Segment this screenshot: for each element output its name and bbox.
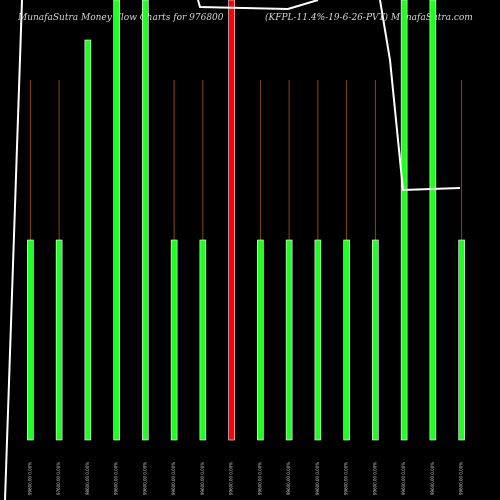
x-tick-label: 99600.00 0.00% [315, 462, 320, 495]
x-tick-label: 99600.00 0.00% [200, 462, 205, 495]
bar [458, 239, 465, 441]
x-tick-label: 99600.00 0.00% [459, 462, 464, 495]
x-tick-label: 99600.00 0.00% [344, 462, 349, 495]
flow-line [4, 0, 461, 500]
bar [199, 239, 207, 441]
chart-subtitle: (KFPL-11.4%-19-6-26-PVT) MunafaSutra.com [265, 12, 473, 23]
x-tick-label: 98600.00 0.00% [85, 462, 90, 495]
bar [314, 239, 322, 441]
bar [343, 239, 350, 441]
bar [113, 0, 120, 441]
x-tick-label: 97600.00 0.00% [56, 462, 61, 495]
x-tick-label: 99600.00 0.00% [257, 462, 262, 495]
x-tick-label: 99600.00 0.00% [142, 462, 147, 495]
x-tick-label: 99600.00 0.00% [171, 462, 176, 495]
bar [429, 0, 437, 441]
chart-title: MunafaSutra Money Flow Charts for 976800 [17, 13, 224, 23]
bar [228, 0, 235, 441]
bar [372, 239, 379, 441]
bar [257, 239, 264, 441]
x-tick-label: 99600.00 0.00% [430, 462, 435, 495]
bar [285, 239, 293, 441]
x-tick-label: 99600.00 0.00% [229, 462, 234, 495]
bar [170, 239, 178, 441]
bar [27, 239, 34, 441]
bar [400, 0, 408, 441]
x-tick-label: 99600.00 0.00% [27, 462, 32, 495]
x-tick-label: 99600.00 0.00% [114, 462, 119, 495]
bar [142, 0, 149, 441]
x-tick-label: 99600.00 0.00% [372, 462, 377, 495]
bar [55, 239, 63, 441]
x-tick-label: 99600.00 0.00% [286, 462, 291, 495]
x-tick-label: 99600.00 0.00% [401, 462, 406, 495]
bar [84, 39, 92, 441]
